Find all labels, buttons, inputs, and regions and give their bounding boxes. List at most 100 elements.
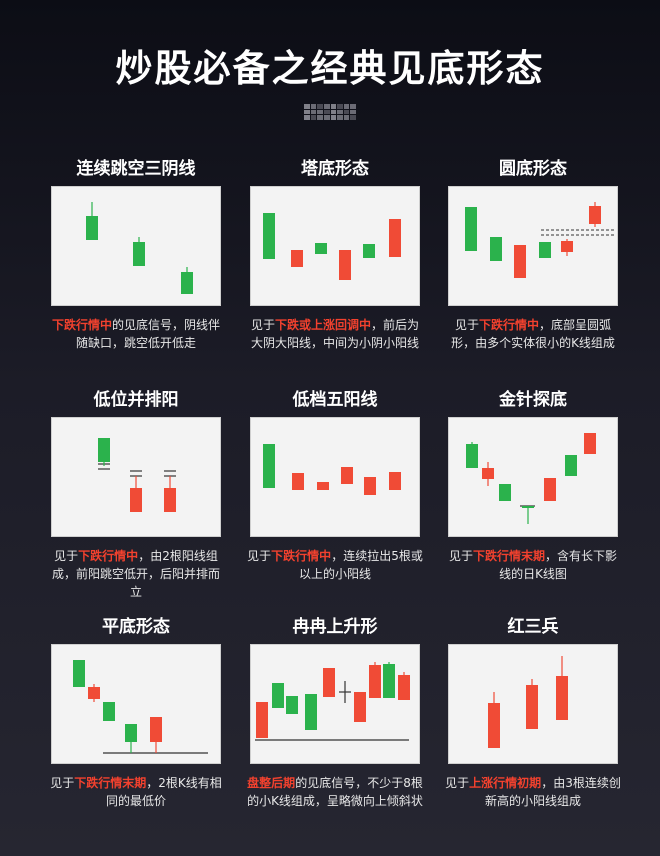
watermark-mosaic [304,104,356,120]
candle-body [565,455,577,476]
pattern-description: 见于上涨行情初期，由3根连续创新高的小阳线组成 [444,774,622,810]
page-title: 炒股必备之经典见底形态 [115,47,545,90]
candle-body [544,478,556,501]
candle-body [73,660,85,687]
description-text: 见于 [454,318,479,332]
pattern-name: 低位并排阳 [93,390,179,410]
bullish-candle [369,662,381,698]
bullish-candle [488,692,500,748]
description-highlight: 下跌行情中 [51,318,112,332]
candlestick-panel [250,186,420,306]
candle-body [150,717,162,742]
bearish-candle [565,455,577,476]
bullish-candle [514,245,526,278]
candle-body [561,241,573,252]
description-text: ，连续拉出5根或以上的小阳线 [298,549,423,581]
candle-body [389,472,401,490]
bearish-candle [286,696,298,714]
candlestick-chart [86,202,193,294]
bearish-candle [73,660,85,687]
bullish-candle [256,702,268,738]
candle-body [341,467,353,484]
candle-body [354,692,366,722]
candlestick-chart [488,656,568,748]
candle-body [103,702,115,721]
candle-body [86,216,98,240]
candle-body [88,687,100,699]
description-text: ，含有长下影线的日K线图 [499,549,618,581]
bearish-candle [263,213,275,259]
pattern-name: 塔底形态 [301,159,369,179]
candle-body [522,506,534,508]
pattern-description: 见于下跌行情末期，2根K线有相同的最低价 [47,774,225,810]
pattern-description: 盘整后期的见底信号，不少于8根的小K线组成，呈略微向上倾斜状 [246,774,424,810]
pattern-card-6: 金针探底 见于下跌行情末期，含有长下影线的日K线图 [448,389,618,581]
description-highlight: 下跌行情末期 [74,776,147,790]
pattern-description: 见于下跌行情中，连续拉出5根或以上的小阳线 [246,547,424,583]
bullish-candle [526,679,538,729]
pattern-card-1: 连续跳空三阴线 下跌行情中的见底信号，阴线伴随缺口，跳空低开低走 [51,158,221,350]
candle-body [98,438,110,462]
bearish-candle [522,506,534,524]
candlestick-chart [263,213,401,280]
pattern-card-8: 冉冉上升形 盘整后期的见底信号，不少于8根的小K线组成，呈略微向上倾斜状 [247,616,423,808]
candle-body [305,694,317,730]
bearish-candle [315,243,327,254]
bearish-candle [263,444,275,488]
bullish-candle [339,250,351,280]
bearish-candle [499,484,511,501]
pattern-name: 冉冉上升形 [292,617,378,637]
description-text: 见于 [54,549,79,563]
doji-candle [339,681,351,703]
description-text: 见于 [247,549,272,563]
candle-body [164,488,176,512]
bearish-candle [466,442,478,468]
pattern-card-4: 低位并排阳 见于下跌行情中，由2根阳线组成，前阳跳空低开，后阳并排而立 [51,389,221,599]
bullish-candle [323,668,335,697]
bearish-candle [272,683,284,708]
candle-body [398,675,410,700]
candle-body [490,237,502,261]
candle-body [256,702,268,738]
candle-body [181,272,193,294]
bearish-candle [125,724,137,753]
bullish-candle [88,684,100,702]
candle-body [589,206,601,224]
description-text: 的见底信号，不少于8根的小K线组成，呈略微向上倾斜状 [247,776,423,808]
bullish-candle [291,250,303,267]
description-highlight: 下跌行情中 [78,549,139,563]
bullish-candle [482,462,494,486]
candle-body [389,219,401,257]
description-highlight: 上涨行情初期 [469,776,542,790]
description-highlight: 下跌行情末期 [472,549,545,563]
candle-body [526,685,538,729]
candle-body [514,245,526,278]
bullish-candle [292,473,304,490]
candle-body [292,473,304,490]
candlestick-panel [51,186,221,306]
pattern-card-5: 低档五阳线 见于下跌行情中，连续拉出5根或以上的小阳线 [247,389,423,581]
candlestick-panel [448,417,618,537]
candle-body [125,724,137,742]
bullish-candle [364,477,376,495]
candle-body [323,668,335,697]
candlestick-panel [448,186,618,306]
bearish-candle [539,242,551,258]
description-text: 的见底信号，阴线伴随缺口，跳空低开低走 [75,318,221,350]
description-text: 见于 [250,318,275,332]
candle-body [263,213,275,259]
bullish-candle [150,717,162,753]
description-text: ，底部呈圆弧形，由多个实体很小的K线组成 [451,318,615,350]
bullish-candle [398,672,410,700]
candlestick-chart [465,202,615,278]
candle-body [488,703,500,748]
candle-body [263,444,275,488]
pattern-name: 平底形态 [102,617,170,637]
candlestick-panel [250,644,420,764]
candle-body [272,683,284,708]
bullish-candle [354,692,366,722]
candle-body [556,676,568,720]
pattern-card-9: 红三兵 见于上涨行情初期，由3根连续创新高的小阳线组成 [445,616,621,808]
pattern-name: 圆底形态 [499,159,567,179]
candle-body [130,488,142,512]
